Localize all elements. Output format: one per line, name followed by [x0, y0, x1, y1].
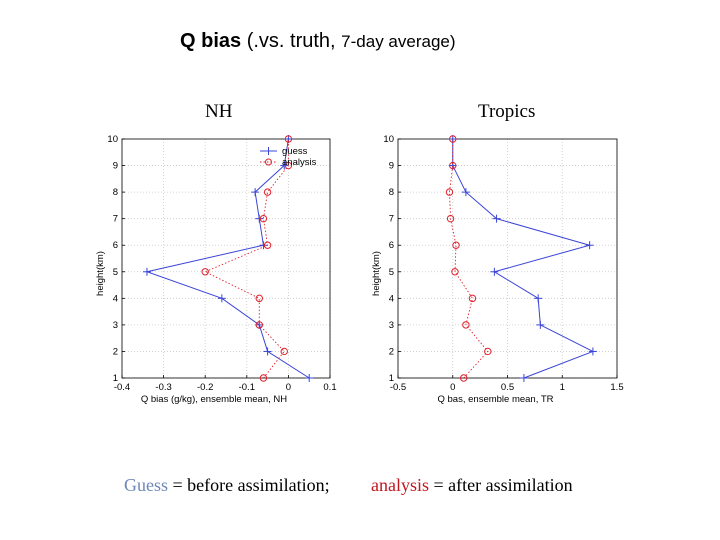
point-guess: [251, 188, 260, 197]
point-guess: [492, 214, 501, 223]
point-guess: [490, 267, 499, 276]
y-tick-label: 4: [113, 293, 118, 304]
x-tick-label: 1: [560, 382, 565, 393]
point-guess: [534, 294, 543, 303]
point-analysis: [445, 188, 454, 196]
title-small: 7-day average): [341, 32, 456, 51]
point-guess: [585, 241, 594, 250]
point-guess: [142, 267, 151, 276]
point-analysis: [449, 135, 457, 143]
panel-label-tropics: Tropics: [478, 101, 536, 122]
y-tick-label: 10: [107, 134, 118, 145]
point-analysis: [460, 374, 468, 382]
point-analysis: [462, 321, 470, 329]
y-tick-label: 2: [113, 346, 118, 357]
plot-frame: [397, 138, 618, 379]
point-guess: [255, 214, 264, 223]
y-tick-label: 7: [389, 214, 394, 225]
x-tick-label: -0.2: [197, 382, 213, 393]
point-guess: [519, 374, 528, 382]
caption-analysis-word: analysis: [371, 475, 429, 495]
point-analysis: [255, 294, 263, 303]
point-analysis: [449, 161, 457, 170]
point-analysis: [484, 347, 492, 356]
y-axis-label: height(km): [371, 251, 382, 296]
caption-analysis-rest: = after assimilation: [429, 475, 573, 495]
y-tick-label: 5: [113, 267, 118, 278]
y-tick-label: 4: [389, 293, 394, 304]
point-guess: [280, 161, 289, 170]
point-analysis: [201, 268, 209, 276]
legend-marker-analysis: [265, 158, 272, 166]
point-analysis: [280, 347, 288, 356]
point-analysis: [263, 241, 272, 249]
point-analysis: [259, 214, 268, 223]
legend-label-analysis: analysis: [282, 157, 317, 168]
panel-label-nh: NH: [205, 101, 233, 122]
chart-panel-1: -0.4 -0.3 -0.2 -0.1 0 0.1 1 2 3 4 5 6 7 8 9 10 Q bias (g…: [95, 134, 337, 405]
x-tick-label: 0.1: [323, 382, 336, 393]
y-tick-label: 3: [113, 320, 118, 331]
x-tick-label: 0: [450, 382, 455, 393]
y-tick-label: 1: [113, 373, 118, 384]
legend-label-guess: guess: [282, 146, 308, 157]
x-tick-label: 1.5: [610, 382, 623, 393]
point-analysis: [468, 294, 477, 303]
caption-guess-word: Guess: [124, 475, 168, 495]
y-tick-label: 8: [113, 187, 118, 198]
y-tick-label: 9: [113, 161, 118, 172]
point-analysis: [284, 161, 293, 170]
chart-panel-2: -0.5 0 0.5 1 1.5 1 2 3 4 5 6 7 8 9 10 Q bas, ensemble m…: [371, 134, 624, 405]
point-analysis: [452, 241, 460, 249]
point-analysis: [263, 188, 272, 196]
y-tick-label: 2: [389, 346, 394, 357]
point-analysis: [446, 214, 455, 223]
x-tick-label: -0.3: [155, 382, 171, 393]
x-tick-label: 0.5: [501, 382, 514, 393]
series-line-analysis: [449, 139, 489, 379]
x-tick-label: 0: [286, 382, 291, 393]
series-line-guess: [145, 138, 310, 379]
point-guess: [461, 188, 470, 197]
y-tick-label: 6: [389, 240, 394, 251]
x-tick-label: -0.5: [390, 382, 406, 393]
point-analysis: [284, 135, 293, 143]
caption-analysis: analysis = after assimilation: [371, 475, 573, 496]
x-axis-label: Q bas, ensemble mean, TR: [438, 394, 554, 405]
x-axis-label: Q bias (g/kg), ensemble mean, NH: [141, 394, 287, 405]
y-tick-label: 7: [113, 214, 118, 225]
x-tick-label: -0.4: [114, 382, 130, 393]
y-tick-label: 8: [389, 187, 394, 198]
caption-guess-rest: = before assimilation;: [168, 475, 330, 495]
point-guess: [305, 374, 314, 382]
point-analysis: [255, 321, 263, 329]
title-bold: Q bias: [180, 30, 242, 52]
y-tick-label: 1: [389, 373, 394, 384]
title-mid: (.vs. truth,: [246, 30, 336, 52]
series-line-guess: [452, 139, 595, 379]
y-axis-label: height(km): [95, 251, 106, 296]
x-tick-label: -0.1: [239, 382, 255, 393]
point-guess: [217, 294, 226, 303]
point-guess: [588, 347, 597, 356]
point-guess: [263, 347, 272, 356]
plot-frame: [121, 138, 331, 379]
slide-title: Q bias (.vs. truth, 7-day average): [180, 30, 456, 53]
point-analysis: [451, 268, 459, 276]
y-tick-label: 3: [389, 320, 394, 331]
y-tick-label: 6: [113, 240, 118, 251]
point-analysis: [259, 374, 268, 382]
y-tick-label: 5: [389, 267, 394, 278]
y-tick-label: 9: [389, 161, 394, 172]
point-guess: [536, 320, 545, 329]
caption-guess: Guess = before assimilation;: [124, 475, 330, 496]
series-line-analysis: [204, 139, 289, 379]
y-tick-label: 10: [383, 134, 394, 145]
point-guess: [259, 241, 268, 250]
